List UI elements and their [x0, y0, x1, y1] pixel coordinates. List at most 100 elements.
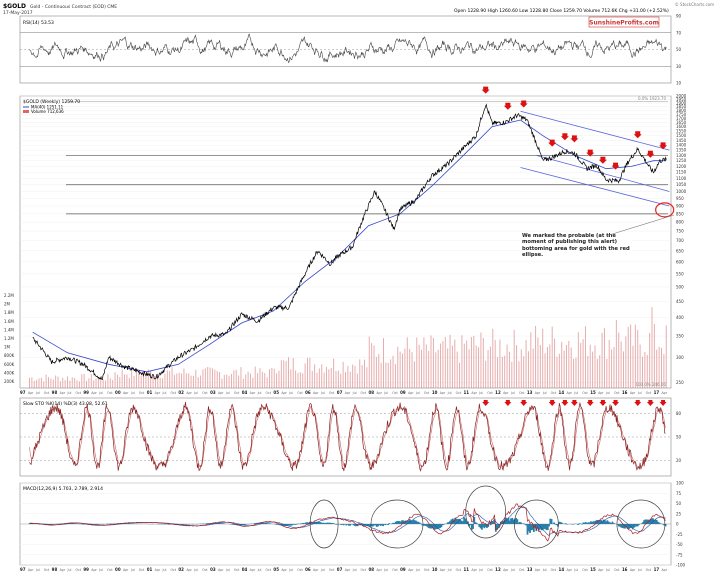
volume-bar	[150, 371, 151, 388]
volume-bar	[316, 373, 317, 388]
month-tick-label: Oct	[487, 391, 493, 395]
year-tick-label: 10	[432, 390, 438, 395]
price-tick-label: 250	[676, 380, 684, 385]
volume-bar	[229, 376, 230, 388]
volume-bar	[148, 370, 149, 388]
macd-histogram-bar	[548, 524, 550, 526]
year-tick-label: 07	[337, 390, 343, 395]
year-tick-label: 97	[20, 567, 26, 572]
volume-bar	[110, 378, 111, 388]
month-tick-label: Oct	[361, 568, 367, 572]
year-tick-label: 06	[305, 567, 311, 572]
volume-bar	[604, 328, 605, 388]
year-tick-label: 97	[20, 390, 26, 395]
volume-bar	[383, 338, 384, 388]
volume-bar	[407, 337, 408, 388]
red-down-arrow	[482, 87, 490, 94]
month-tick-label: Jul	[193, 568, 198, 572]
month-tick-label: Apr	[503, 391, 509, 395]
year-tick-label: 05	[273, 390, 279, 395]
month-tick-label: Oct	[75, 391, 81, 395]
volume-bar	[328, 369, 329, 388]
month-tick-label: Oct	[234, 568, 240, 572]
month-tick-label: Oct	[329, 568, 335, 572]
month-tick-label: Apr	[471, 391, 477, 395]
volume-bar	[504, 356, 505, 388]
year-tick-label: 12	[495, 390, 501, 395]
volume-bar	[62, 378, 63, 388]
volume-tick-label: 2.2M	[4, 293, 14, 298]
volume-bar	[616, 320, 617, 388]
macd-histogram-bar	[638, 524, 640, 525]
annotation-box: We marked the probable (at the moment of…	[522, 233, 632, 261]
volume-bar	[176, 373, 177, 388]
volume-bar	[134, 376, 135, 388]
year-tick-label: 13	[527, 567, 533, 572]
month-tick-label: Jul	[447, 391, 452, 395]
year-tick-label: 01	[147, 390, 153, 395]
volume-bar	[131, 367, 132, 388]
volume-bar	[297, 373, 298, 388]
volume-bar	[649, 333, 650, 388]
price-tick-label: 900	[676, 203, 684, 208]
volume-bar	[183, 369, 184, 388]
volume-bar	[338, 371, 339, 388]
month-tick-label: Apr	[345, 391, 351, 395]
volume-bar	[53, 380, 54, 388]
volume-bar	[305, 363, 306, 388]
volume-bar	[433, 338, 434, 388]
volume-bar	[606, 359, 607, 388]
month-tick-label: Oct	[170, 391, 176, 395]
month-tick-label: Apr	[218, 568, 224, 572]
macd-histogram-bar	[343, 524, 345, 525]
volume-bar	[409, 349, 410, 388]
volume-bar	[202, 369, 203, 388]
volume-bar	[29, 378, 30, 388]
volume-bar	[528, 351, 529, 388]
month-tick-label: Apr	[630, 391, 636, 395]
month-tick-label: Apr	[250, 391, 256, 395]
volume-bar	[561, 342, 562, 388]
rsi-tick-label: 50	[676, 47, 682, 52]
macd-tick-label: -25	[676, 532, 683, 537]
price-panel: $GOLD (Weekly) 1259.70 MA(40) 1251.11 Vo…	[4, 87, 687, 388]
price-tick-label: 1350	[676, 148, 687, 153]
price-tick-label: 750	[676, 229, 684, 234]
volume-bar	[312, 371, 313, 388]
volume-bar	[666, 326, 667, 388]
volume-bar	[252, 378, 253, 388]
month-tick-label: Apr	[535, 568, 541, 572]
volume-bar	[635, 325, 636, 388]
price-tick-label: 400	[676, 315, 684, 320]
volume-bar	[369, 337, 370, 388]
month-tick-label: Oct	[519, 391, 525, 395]
volume-bar	[388, 363, 389, 388]
month-tick-label: Apr	[155, 391, 161, 395]
month-tick-label: Apr	[471, 568, 477, 572]
month-tick-label: Apr	[376, 391, 382, 395]
volume-bar	[507, 345, 508, 388]
month-tick-label: Apr	[440, 568, 446, 572]
volume-bar	[628, 327, 629, 388]
month-tick-label: Apr	[218, 391, 224, 395]
year-tick-label: 15	[590, 567, 596, 572]
month-tick-label: Jul	[637, 391, 642, 395]
price-tick-label: 1000	[676, 189, 687, 194]
volume-bar	[542, 329, 543, 388]
volume-bar	[457, 352, 458, 388]
price-tick-label: 1250	[676, 158, 687, 163]
price-tick-label: 500	[676, 284, 684, 289]
month-tick-label: Oct	[424, 568, 430, 572]
year-tick-label: 11	[464, 390, 470, 395]
volume-bar	[578, 332, 579, 388]
year-tick-label: 07	[337, 567, 343, 572]
volume-bar	[58, 377, 59, 388]
price-tick-label: 700	[676, 238, 684, 243]
volume-bar	[583, 339, 584, 388]
volume-bar	[478, 347, 479, 388]
volume-bar	[554, 339, 555, 388]
month-tick-label: Oct	[44, 568, 50, 572]
month-tick-label: Oct	[614, 568, 620, 572]
